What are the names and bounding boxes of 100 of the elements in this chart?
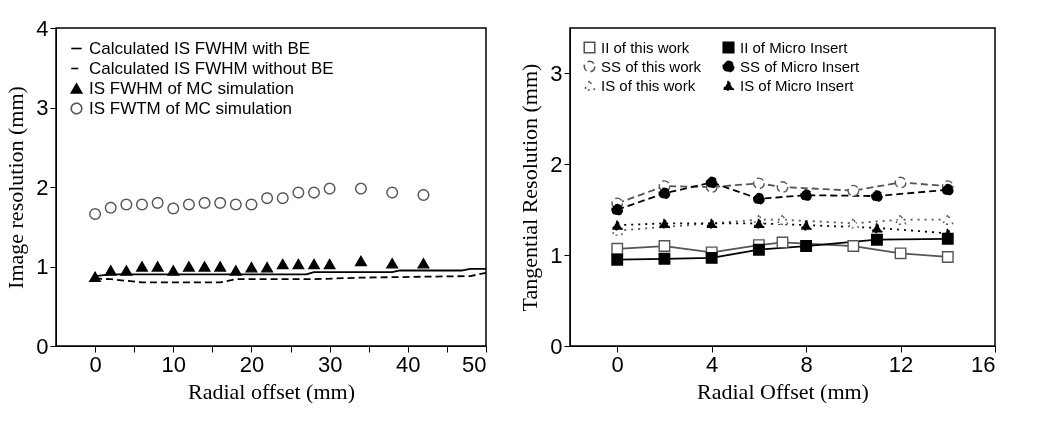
legend-label: Calculated IS FWHM without BE [89, 58, 334, 78]
x-tick-label: 12 [888, 351, 914, 377]
point [151, 261, 164, 272]
point [261, 262, 274, 273]
x-tick-label: 0 [611, 351, 624, 377]
point [800, 240, 813, 252]
point [292, 186, 305, 199]
y-axis-title: Tangential Resolution (mm) [517, 63, 543, 312]
point [776, 236, 789, 249]
point [611, 253, 624, 266]
point [800, 219, 813, 231]
point [151, 196, 164, 209]
point [894, 176, 907, 189]
point [752, 243, 765, 256]
point [120, 198, 133, 211]
point [354, 182, 367, 195]
point [276, 192, 289, 205]
x-tick-label: 20 [239, 351, 265, 377]
point [214, 261, 227, 272]
x-tick-label: 30 [317, 351, 343, 377]
point [847, 240, 860, 252]
y-tick-label: 0 [550, 333, 563, 359]
point [847, 184, 860, 197]
x-tick-label: 16 [971, 351, 996, 377]
point [89, 208, 102, 220]
point [229, 198, 242, 211]
y-tick-label: 3 [550, 60, 563, 86]
legend-label: SS of Micro Insert [740, 57, 861, 75]
point [386, 186, 399, 199]
point [214, 196, 227, 209]
point [705, 218, 718, 229]
legend-label: IS FWTM of MC simulation [89, 98, 293, 118]
legend-label: Calculated IS FWHM with BE [89, 38, 311, 58]
x-tick-label: 50 [462, 351, 487, 377]
point [120, 265, 133, 276]
x-tick-label: 8 [800, 351, 813, 377]
legend-label: II of this work [601, 38, 690, 56]
point [292, 258, 305, 270]
point [847, 218, 860, 229]
point [752, 192, 765, 205]
point [705, 176, 718, 189]
x-tick-label: 10 [161, 351, 187, 377]
point [354, 255, 367, 267]
y-tick-label: 2 [36, 174, 49, 200]
point [752, 177, 765, 190]
point [658, 187, 671, 200]
point [705, 251, 718, 264]
point [611, 242, 624, 255]
point [658, 240, 671, 252]
point [245, 198, 258, 211]
y-tick-label: 3 [36, 95, 49, 120]
point [198, 261, 211, 272]
y-tick-label: 4 [36, 15, 49, 41]
point [417, 189, 430, 201]
point [611, 203, 624, 216]
point [658, 218, 671, 229]
point [276, 258, 289, 270]
point [261, 192, 274, 205]
legend-label: II of Micro Insert [740, 38, 849, 56]
point [386, 258, 399, 269]
x-axis-title: Radial Offset (mm) [697, 378, 869, 404]
point [871, 190, 883, 203]
point [941, 214, 954, 225]
legend-label: IS FWHM of MC simulation [89, 78, 294, 98]
point [941, 251, 954, 263]
point [167, 202, 180, 215]
point [89, 271, 102, 283]
point [245, 262, 258, 273]
point [104, 201, 117, 214]
point [308, 258, 320, 270]
legend-label: IS of Micro Insert [740, 76, 855, 94]
point [182, 261, 195, 272]
point [752, 218, 765, 229]
y-axis-title: Image resolution (mm) [3, 86, 29, 289]
point [871, 233, 883, 246]
y-tick-label: 2 [550, 151, 563, 177]
y-tick-label: 1 [550, 242, 563, 268]
point [894, 247, 907, 260]
x-tick-label: 40 [396, 351, 421, 377]
legend-label: IS of this work [601, 76, 696, 94]
point [229, 265, 242, 276]
x-tick-label: 0 [89, 351, 102, 377]
point [136, 261, 148, 272]
point [136, 198, 148, 211]
legend-label: SS of this work [601, 57, 702, 75]
y-tick-label: 0 [36, 333, 49, 359]
point [417, 258, 430, 269]
point [182, 198, 195, 211]
point [323, 182, 336, 195]
x-tick-label: 4 [706, 351, 719, 377]
point [104, 265, 117, 276]
point [323, 258, 336, 270]
x-axis-title: Radial offset (mm) [188, 378, 355, 404]
point [800, 189, 813, 202]
point [776, 214, 789, 225]
y-tick-label: 1 [36, 254, 49, 279]
point [611, 219, 624, 231]
point [776, 181, 789, 193]
point [308, 186, 320, 199]
point [167, 265, 180, 276]
